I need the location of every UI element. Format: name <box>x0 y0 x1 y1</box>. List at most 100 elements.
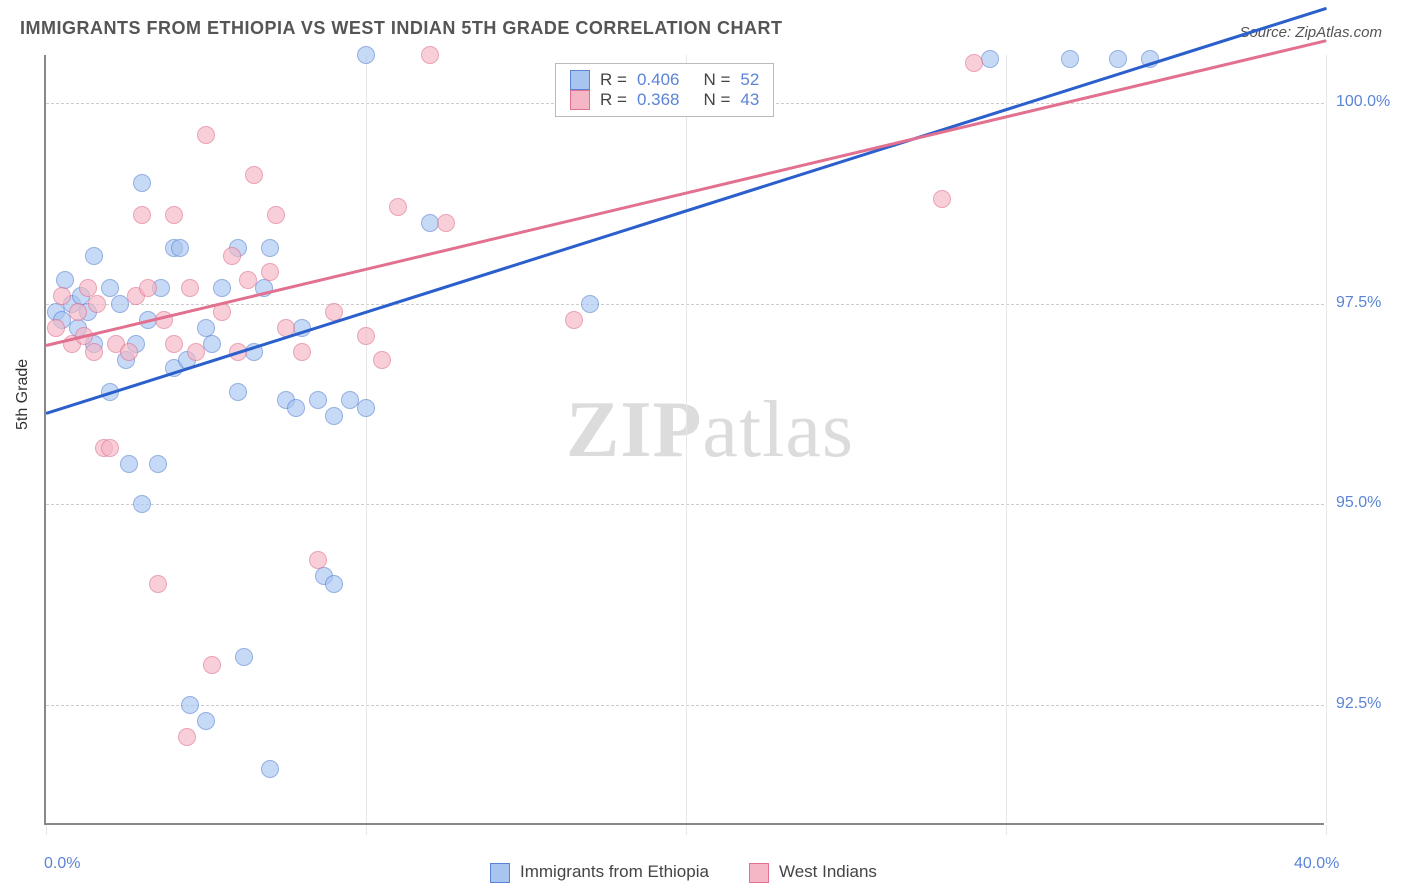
legend-swatch <box>570 90 590 110</box>
scatter-point-westindian <box>965 54 983 72</box>
scatter-point-westindian <box>187 343 205 361</box>
legend-row-westindian: R = 0.368 N = 43 <box>570 90 759 110</box>
scatter-point-westindian <box>88 295 106 313</box>
scatter-point-ethiopia <box>325 575 343 593</box>
legend-row-ethiopia: R = 0.406 N = 52 <box>570 70 759 90</box>
gridline-vertical <box>1326 55 1327 823</box>
scatter-point-westindian <box>267 206 285 224</box>
tickline-vertical <box>366 825 367 835</box>
scatter-point-ethiopia <box>229 383 247 401</box>
scatter-point-westindian <box>373 351 391 369</box>
legend-label: Immigrants from Ethiopia <box>520 862 709 881</box>
legend-swatch <box>749 863 769 883</box>
legend-n-label: N = <box>703 90 730 110</box>
scatter-point-ethiopia <box>181 696 199 714</box>
scatter-point-westindian <box>133 206 151 224</box>
scatter-point-westindian <box>181 279 199 297</box>
scatter-point-ethiopia <box>981 50 999 68</box>
scatter-point-ethiopia <box>1061 50 1079 68</box>
y-tick-label: 97.5% <box>1336 294 1381 312</box>
legend-swatch <box>570 70 590 90</box>
scatter-point-ethiopia <box>203 335 221 353</box>
legend-r-label: R = <box>600 70 627 90</box>
scatter-point-westindian <box>85 343 103 361</box>
scatter-point-westindian <box>203 656 221 674</box>
gridline-vertical <box>1006 55 1007 823</box>
y-tick-label: 100.0% <box>1336 93 1390 111</box>
legend-r-value: 0.406 <box>637 70 680 90</box>
scatter-point-westindian <box>933 190 951 208</box>
gridline-horizontal <box>46 504 1324 505</box>
scatter-point-ethiopia <box>133 495 151 513</box>
scatter-point-westindian <box>178 728 196 746</box>
scatter-point-westindian <box>261 263 279 281</box>
scatter-point-ethiopia <box>309 391 327 409</box>
scatter-point-ethiopia <box>235 648 253 666</box>
scatter-point-ethiopia <box>261 239 279 257</box>
scatter-point-ethiopia <box>85 247 103 265</box>
legend-r-label: R = <box>600 90 627 110</box>
scatter-point-ethiopia <box>1109 50 1127 68</box>
scatter-point-westindian <box>309 551 327 569</box>
scatter-point-westindian <box>565 311 583 329</box>
legend-series: Immigrants from Ethiopia West Indians <box>490 862 877 883</box>
scatter-point-westindian <box>293 343 311 361</box>
scatter-point-westindian <box>165 206 183 224</box>
legend-item-ethiopia: Immigrants from Ethiopia <box>490 862 709 883</box>
scatter-point-westindian <box>223 247 241 265</box>
chart-title: IMMIGRANTS FROM ETHIOPIA VS WEST INDIAN … <box>20 18 783 39</box>
scatter-point-ethiopia <box>261 760 279 778</box>
y-tick-label: 92.5% <box>1336 695 1381 713</box>
y-tick-label: 95.0% <box>1336 494 1381 512</box>
watermark: ZIPatlas <box>566 385 854 476</box>
gridline-vertical <box>686 55 687 823</box>
scatter-point-ethiopia <box>357 46 375 64</box>
scatter-point-ethiopia <box>287 399 305 417</box>
scatter-point-westindian <box>421 46 439 64</box>
gridline-vertical <box>366 55 367 823</box>
tickline-vertical <box>1326 825 1327 835</box>
scatter-point-westindian <box>149 575 167 593</box>
scatter-point-westindian <box>120 343 138 361</box>
scatter-point-ethiopia <box>56 271 74 289</box>
legend-n-value: 43 <box>740 90 759 110</box>
scatter-point-westindian <box>165 335 183 353</box>
scatter-point-ethiopia <box>197 712 215 730</box>
scatter-point-westindian <box>437 214 455 232</box>
y-axis-title: 5th Grade <box>14 359 32 430</box>
legend-n-value: 52 <box>740 70 759 90</box>
scatter-point-ethiopia <box>120 455 138 473</box>
scatter-point-ethiopia <box>357 399 375 417</box>
gridline-horizontal <box>46 705 1324 706</box>
scatter-point-ethiopia <box>213 279 231 297</box>
scatter-point-westindian <box>239 271 257 289</box>
x-tick-label: 0.0% <box>44 855 80 873</box>
x-tick-label: 40.0% <box>1294 855 1339 873</box>
scatter-point-westindian <box>47 319 65 337</box>
scatter-point-ethiopia <box>149 455 167 473</box>
tickline-vertical <box>686 825 687 835</box>
scatter-point-ethiopia <box>133 174 151 192</box>
scatter-point-westindian <box>69 303 87 321</box>
legend-n-label: N = <box>703 70 730 90</box>
scatter-point-westindian <box>197 126 215 144</box>
scatter-point-westindian <box>79 279 97 297</box>
scatter-point-ethiopia <box>581 295 599 313</box>
legend-item-westindian: West Indians <box>749 862 877 883</box>
legend-swatch <box>490 863 510 883</box>
scatter-point-westindian <box>357 327 375 345</box>
scatter-point-ethiopia <box>325 407 343 425</box>
legend-label: West Indians <box>779 862 877 881</box>
scatter-point-westindian <box>139 279 157 297</box>
scatter-point-westindian <box>53 287 71 305</box>
tickline-vertical <box>46 825 47 835</box>
gridline-horizontal <box>46 304 1324 305</box>
scatter-point-westindian <box>101 439 119 457</box>
tickline-vertical <box>1006 825 1007 835</box>
scatter-point-westindian <box>389 198 407 216</box>
scatter-point-ethiopia <box>101 279 119 297</box>
plot-area: ZIPatlas <box>44 55 1324 825</box>
legend-correlation: R = 0.406 N = 52 R = 0.368 N = 43 <box>555 63 774 117</box>
scatter-point-ethiopia <box>171 239 189 257</box>
legend-r-value: 0.368 <box>637 90 680 110</box>
